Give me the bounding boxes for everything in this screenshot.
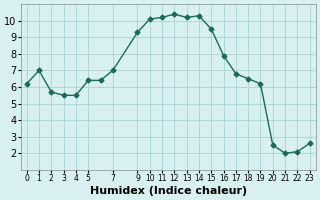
X-axis label: Humidex (Indice chaleur): Humidex (Indice chaleur) bbox=[90, 186, 247, 196]
